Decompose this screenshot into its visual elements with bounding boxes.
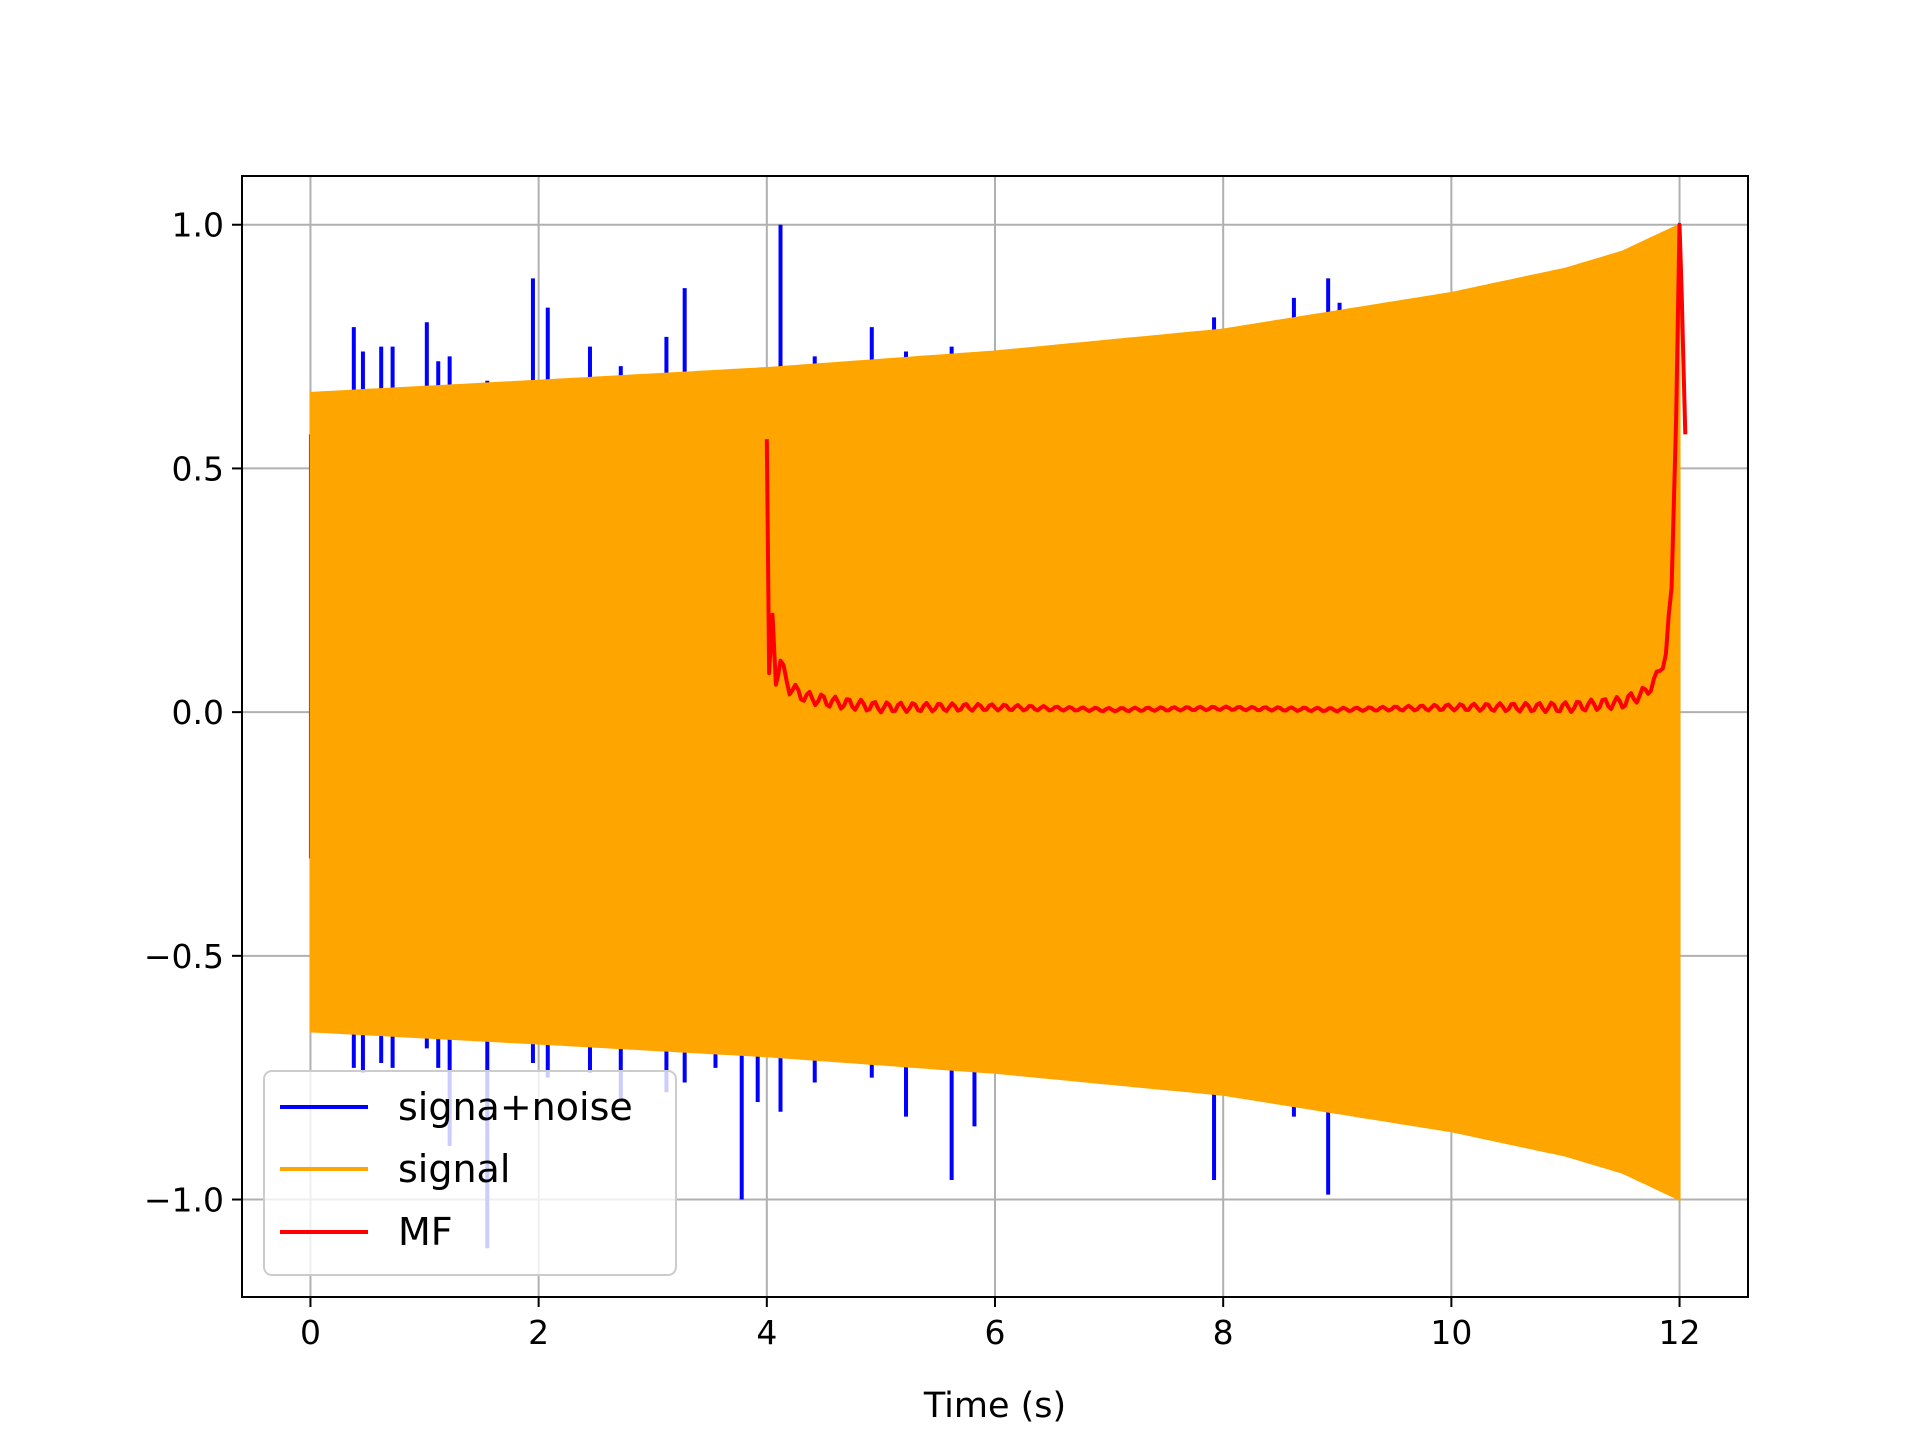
legend-label-signal-noise: signa+noise: [398, 1085, 633, 1129]
legend-label-signal: signal: [398, 1147, 510, 1191]
x-tick-label: 10: [1430, 1313, 1472, 1352]
legend-box: [263, 1070, 677, 1276]
x-tick-label: 6: [985, 1313, 1006, 1352]
x-tick-label: 0: [300, 1313, 321, 1352]
signal-band: [309, 223, 1681, 1202]
y-tick-label: 0.5: [172, 449, 224, 488]
axis-ticks: 0 2 4 6 8 10 12 1.0 0.5 0.0 −0.5 −1.0: [144, 206, 1701, 1352]
y-tick-label: 0.0: [172, 693, 224, 732]
x-tick-label: 8: [1213, 1313, 1234, 1352]
x-axis-label: Time (s): [923, 1386, 1066, 1426]
y-tick-label: −0.5: [144, 937, 224, 976]
data-layer: [308, 222, 1688, 1249]
mf-line: [764, 222, 1688, 715]
y-tick-label: 1.0: [172, 206, 224, 245]
legend: signa+noise signal MF: [263, 1070, 677, 1276]
legend-label-mf: MF: [398, 1210, 453, 1254]
y-tick-label: −1.0: [144, 1181, 224, 1220]
x-tick-label: 12: [1659, 1313, 1701, 1352]
x-tick-label: 2: [528, 1313, 549, 1352]
x-tick-label: 4: [756, 1313, 777, 1352]
